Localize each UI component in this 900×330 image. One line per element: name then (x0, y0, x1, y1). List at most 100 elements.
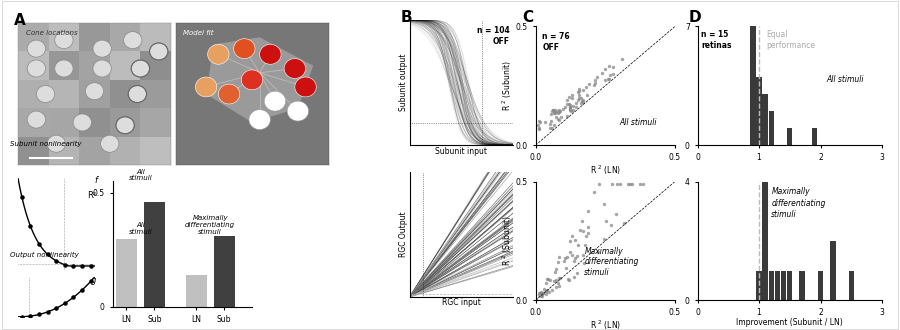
Point (551, 110, 565, 116)
Bar (144, 202, 165, 307)
Bar (18, 80, 49, 108)
Circle shape (131, 60, 149, 77)
Point (601, 76, 616, 82)
Circle shape (234, 39, 255, 59)
Circle shape (260, 44, 281, 64)
Point (552, 107, 566, 113)
Point (541, 289, 555, 294)
Point (552, 254, 566, 259)
Point (549, 284, 563, 290)
Point (604, 222, 618, 227)
Bar (830, 241, 835, 300)
Text: n = 104
OFF: n = 104 OFF (477, 26, 510, 46)
Point (572, 92, 587, 98)
Circle shape (128, 85, 147, 103)
Point (533, 119, 547, 124)
Point (537, 120, 552, 125)
Point (533, 290, 547, 295)
X-axis label: Improvement (Subunit / LN): Improvement (Subunit / LN) (736, 318, 843, 327)
Circle shape (219, 84, 239, 104)
Point (553, 275, 567, 280)
Point (588, 81, 602, 86)
Point (546, 108, 561, 113)
Point (592, 181, 607, 186)
Point (601, 77, 616, 82)
Circle shape (295, 77, 316, 97)
Point (552, 110, 566, 115)
Point (580, 208, 595, 214)
Bar (49, 23, 79, 51)
Point (14, 314, 29, 319)
Bar (110, 137, 140, 165)
Point (562, 104, 577, 110)
Point (547, 122, 562, 127)
Point (544, 118, 559, 124)
Point (576, 252, 590, 257)
Point (529, 296, 544, 302)
Point (572, 86, 586, 91)
Point (536, 290, 550, 296)
Point (40, 309, 55, 314)
Point (562, 108, 577, 113)
Circle shape (208, 44, 229, 64)
Bar (140, 51, 171, 80)
Point (573, 227, 588, 232)
Bar (18, 108, 49, 137)
Text: f: f (94, 176, 97, 185)
Point (551, 260, 565, 265)
Bar (18, 23, 49, 51)
Point (616, 220, 631, 225)
Point (576, 99, 590, 104)
Point (601, 63, 616, 69)
Bar (18, 137, 49, 165)
Point (576, 228, 590, 233)
Point (532, 126, 546, 131)
Point (579, 234, 593, 239)
Point (591, 249, 606, 255)
Text: Maximally
differentiating
stimuli: Maximally differentiating stimuli (185, 215, 235, 235)
Point (540, 288, 554, 293)
X-axis label: R $^2$ (LN): R $^2$ (LN) (590, 318, 621, 330)
Bar (775, 271, 780, 300)
Point (534, 293, 548, 299)
Point (566, 274, 580, 279)
Circle shape (123, 32, 142, 49)
Point (548, 269, 562, 275)
Point (566, 108, 580, 113)
Point (579, 84, 593, 90)
Bar (140, 137, 171, 165)
Point (67, 295, 81, 300)
Point (546, 279, 561, 284)
Circle shape (73, 114, 92, 131)
Bar (110, 23, 140, 51)
Circle shape (93, 60, 112, 77)
Point (32, 241, 46, 247)
Bar (79, 23, 110, 51)
Bar (79, 51, 110, 80)
Bar (762, 182, 768, 300)
Point (562, 277, 576, 282)
Text: Maximally
differentiating
stimuli: Maximally differentiating stimuli (771, 187, 825, 219)
Point (552, 283, 566, 289)
Point (610, 182, 625, 187)
Point (535, 291, 549, 297)
Bar (787, 128, 793, 145)
Point (578, 242, 592, 247)
Point (545, 125, 560, 130)
Point (543, 277, 557, 282)
Point (590, 74, 604, 80)
Point (546, 107, 561, 113)
Point (530, 122, 544, 127)
Point (625, 181, 639, 186)
Point (580, 93, 594, 98)
Point (575, 98, 590, 103)
Point (556, 107, 571, 112)
Point (576, 88, 590, 93)
Point (571, 242, 585, 248)
X-axis label: Subunit input: Subunit input (436, 147, 487, 155)
Point (565, 95, 580, 101)
Point (559, 254, 573, 259)
Point (563, 238, 578, 244)
Circle shape (101, 135, 119, 152)
Point (612, 181, 626, 186)
